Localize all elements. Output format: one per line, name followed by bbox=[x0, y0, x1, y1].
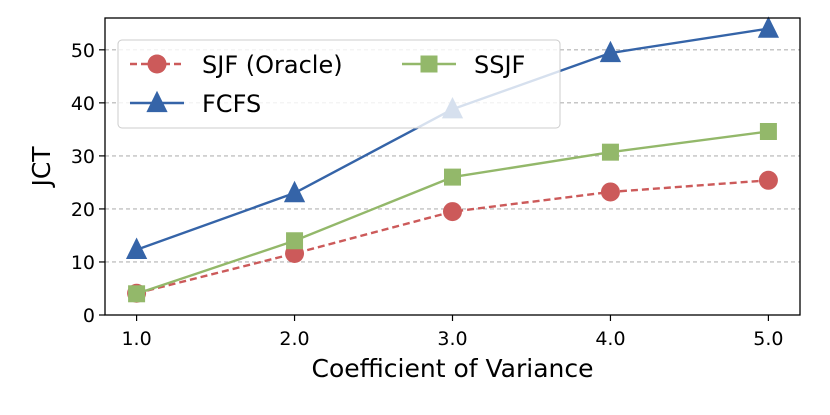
x-tick-label: 2.0 bbox=[279, 328, 309, 350]
y-tick-label: 10 bbox=[71, 252, 95, 274]
data-point bbox=[444, 168, 461, 186]
axis-layer: 0 10 20 30 40 50 1.0 2.0 3.0 4.0 5.0 bbox=[71, 40, 784, 350]
legend: SJF (Oracle) SSJF FCFS bbox=[117, 39, 561, 129]
data-point bbox=[125, 237, 148, 259]
legend-item-ssjf: SSJF bbox=[402, 51, 525, 79]
legend-marker bbox=[420, 55, 438, 73]
data-point bbox=[286, 232, 304, 250]
y-tick-label: 30 bbox=[71, 146, 95, 168]
x-tick-label: 1.0 bbox=[121, 328, 151, 350]
series-ssjf bbox=[128, 122, 777, 303]
legend-label: SJF (Oracle) bbox=[202, 51, 343, 79]
y-tick-label: 40 bbox=[71, 93, 95, 115]
data-point bbox=[757, 16, 780, 38]
legend-item-sjf-oracle: SJF (Oracle) bbox=[130, 51, 343, 79]
x-tick-label: 3.0 bbox=[437, 328, 467, 350]
y-tick-label: 20 bbox=[71, 199, 95, 221]
x-axis-label: Coefficient of Variance bbox=[311, 354, 593, 383]
legend-box bbox=[117, 39, 561, 129]
data-point bbox=[283, 180, 306, 203]
legend-item-fcfs: FCFS bbox=[130, 90, 261, 118]
data-point bbox=[759, 122, 777, 140]
x-tick-label: 4.0 bbox=[595, 328, 625, 350]
legend-label: SSJF bbox=[474, 51, 525, 79]
legend-label: FCFS bbox=[202, 90, 261, 118]
y-tick-label: 50 bbox=[71, 40, 95, 62]
data-point bbox=[128, 285, 146, 303]
data-point bbox=[599, 40, 622, 63]
data-point bbox=[601, 143, 619, 161]
y-tick-label: 0 bbox=[83, 305, 95, 327]
x-tick-label: 5.0 bbox=[753, 328, 783, 350]
y-axis-label: JCT bbox=[27, 146, 56, 189]
legend-marker bbox=[146, 90, 168, 113]
data-point bbox=[758, 170, 778, 190]
data-point bbox=[443, 202, 462, 222]
data-point bbox=[600, 182, 620, 202]
legend-marker bbox=[147, 54, 167, 74]
